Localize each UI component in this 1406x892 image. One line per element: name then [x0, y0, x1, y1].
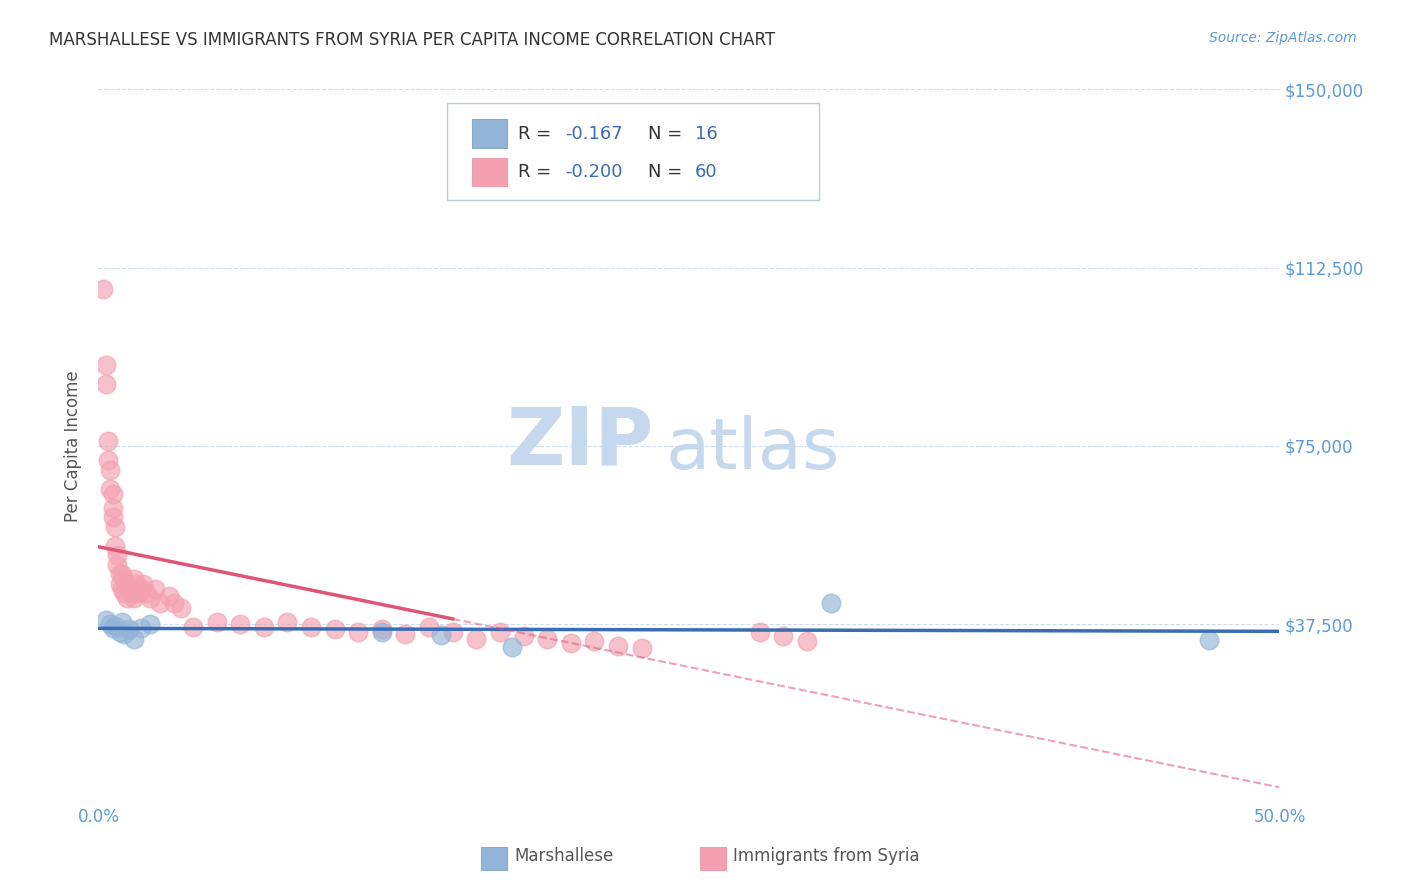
Point	[101, 486, 124, 500]
FancyBboxPatch shape	[481, 847, 508, 870]
Point	[108, 624, 131, 639]
Text: Source: ZipAtlas.com: Source: ZipAtlas.com	[1209, 31, 1357, 45]
Point	[253, 620, 276, 634]
Point	[112, 572, 135, 586]
Point	[98, 463, 121, 477]
Point	[163, 596, 186, 610]
Point	[112, 586, 135, 600]
Text: 60: 60	[695, 163, 717, 181]
Text: -0.167: -0.167	[565, 125, 623, 143]
FancyBboxPatch shape	[471, 120, 508, 148]
Point	[143, 582, 166, 596]
Point	[347, 624, 370, 639]
Point	[129, 582, 152, 596]
Point	[97, 453, 120, 467]
Point	[371, 624, 394, 639]
Point	[430, 628, 453, 642]
Point	[607, 639, 630, 653]
Point	[101, 510, 124, 524]
Point	[118, 622, 141, 636]
Point	[536, 632, 558, 646]
Point	[122, 591, 145, 606]
Text: MARSHALLESE VS IMMIGRANTS FROM SYRIA PER CAPITA INCOME CORRELATION CHART: MARSHALLESE VS IMMIGRANTS FROM SYRIA PER…	[49, 31, 775, 49]
Point	[501, 640, 523, 654]
Point	[118, 582, 141, 596]
Text: -0.200: -0.200	[565, 163, 623, 181]
Point	[394, 627, 416, 641]
Y-axis label: Per Capita Income: Per Capita Income	[63, 370, 82, 522]
Point	[97, 434, 120, 449]
Point	[560, 636, 582, 650]
Point	[108, 577, 131, 591]
FancyBboxPatch shape	[471, 158, 508, 186]
Point	[122, 632, 145, 646]
FancyBboxPatch shape	[447, 103, 818, 200]
Point	[139, 591, 162, 606]
Point	[115, 591, 138, 606]
Point	[104, 539, 127, 553]
Point	[94, 613, 117, 627]
Point	[111, 615, 134, 629]
Point	[104, 520, 127, 534]
Point	[101, 621, 124, 635]
Point	[229, 617, 252, 632]
Point	[129, 621, 152, 635]
FancyBboxPatch shape	[700, 847, 725, 870]
Point	[121, 586, 143, 600]
Point	[105, 549, 128, 563]
Point	[748, 624, 770, 639]
Point	[371, 622, 394, 636]
Point	[112, 627, 135, 641]
Point	[489, 624, 512, 639]
Point	[796, 634, 818, 648]
Text: N =: N =	[648, 125, 688, 143]
Text: R =: R =	[517, 125, 557, 143]
Point	[108, 567, 131, 582]
Text: 16: 16	[695, 125, 717, 143]
Point	[132, 577, 155, 591]
Text: N =: N =	[648, 163, 688, 181]
Point	[149, 596, 172, 610]
Point	[111, 567, 134, 582]
Point	[772, 629, 794, 643]
Point	[94, 377, 117, 392]
Point	[135, 586, 157, 600]
Point	[122, 572, 145, 586]
Point	[128, 586, 150, 600]
Point	[105, 558, 128, 572]
Point	[205, 615, 228, 629]
Point	[441, 624, 464, 639]
Point	[115, 577, 138, 591]
Point	[820, 596, 842, 610]
Point	[170, 600, 193, 615]
Text: Marshallese: Marshallese	[515, 847, 613, 865]
Point	[299, 620, 322, 634]
Point	[418, 620, 440, 634]
Point	[583, 634, 606, 648]
Point	[101, 500, 124, 515]
Point	[98, 617, 121, 632]
Point	[125, 577, 148, 591]
Point	[630, 641, 652, 656]
Point	[157, 589, 180, 603]
Point	[94, 358, 117, 372]
Point	[512, 629, 534, 643]
Point	[98, 482, 121, 496]
Text: R =: R =	[517, 163, 557, 181]
Point	[139, 617, 162, 632]
Point	[111, 582, 134, 596]
Point	[465, 632, 488, 646]
Point	[181, 620, 204, 634]
Point	[276, 615, 298, 629]
Text: ZIP: ZIP	[506, 403, 654, 482]
Point	[1198, 633, 1220, 648]
Point	[104, 619, 127, 633]
Point	[91, 282, 114, 296]
Text: atlas: atlas	[665, 415, 839, 484]
Point	[323, 622, 346, 636]
Text: Immigrants from Syria: Immigrants from Syria	[733, 847, 920, 865]
